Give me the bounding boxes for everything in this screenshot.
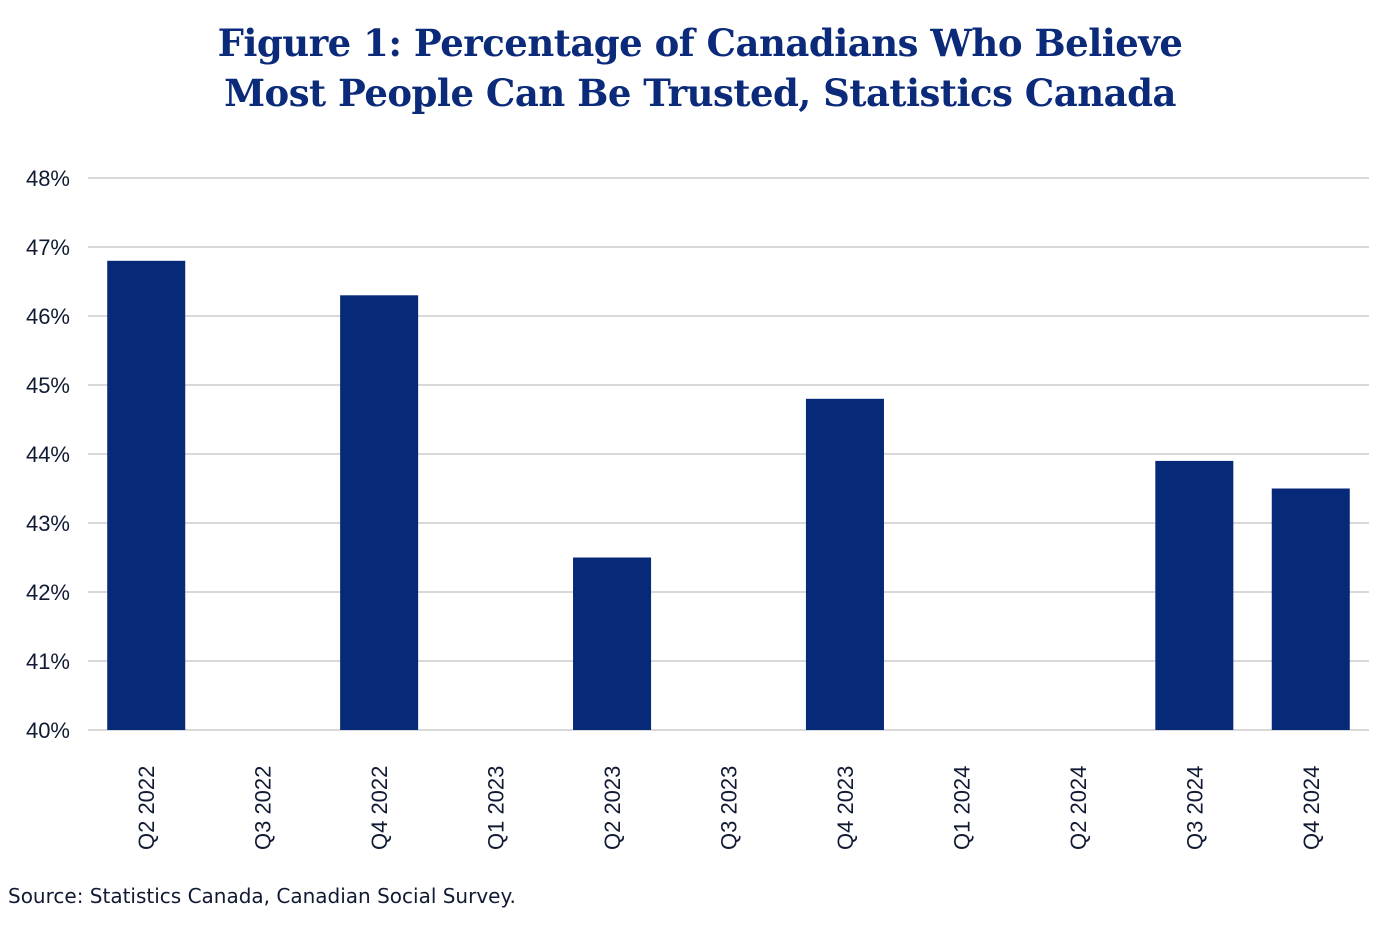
y-tick-label: 46%	[26, 304, 70, 329]
y-tick-label: 48%	[26, 166, 70, 191]
x-tick-label: Q1 2023	[484, 766, 509, 850]
x-tick-label: Q2 2024	[1066, 766, 1091, 850]
y-tick-label: 42%	[26, 580, 70, 605]
bar	[1271, 488, 1350, 730]
y-tick-label: 43%	[26, 511, 70, 536]
x-tick-label: Q4 2023	[833, 766, 858, 850]
x-tick-label: Q1 2024	[949, 766, 974, 850]
y-axis-tick-labels: 40% 41% 42% 43% 44% 45% 46% 47% 48%	[26, 166, 70, 743]
x-tick-label: Q2 2023	[600, 766, 625, 850]
x-tick-label: Q3 2024	[1182, 766, 1207, 850]
y-tick-label: 45%	[26, 373, 70, 398]
bar	[1155, 460, 1234, 730]
y-tick-label: 47%	[26, 235, 70, 260]
chart-title-line-1: Figure 1: Percentage of Canadians Who Be…	[217, 21, 1183, 65]
source-note: Source: Statistics Canada, Canadian Soci…	[8, 884, 516, 908]
bar	[340, 295, 419, 730]
bar	[573, 557, 652, 730]
x-tick-label: Q4 2024	[1299, 766, 1324, 850]
x-tick-label: Q4 2022	[367, 766, 392, 850]
x-tick-label: Q3 2022	[251, 766, 276, 850]
bars	[107, 260, 1350, 730]
y-tick-label: 41%	[26, 649, 70, 674]
chart-title-line-2: Most People Can Be Trusted, Statistics C…	[224, 71, 1176, 115]
bar	[805, 398, 884, 730]
x-tick-label: Q2 2022	[134, 766, 159, 850]
bar	[107, 260, 186, 730]
x-axis-tick-labels: Q2 2022 Q3 2022 Q4 2022 Q1 2023 Q2 2023 Q3 20…	[134, 766, 1324, 850]
x-tick-label: Q3 2023	[717, 766, 742, 850]
y-tick-label: 44%	[26, 442, 70, 467]
chart-title: Figure 1: Percentage of Canadians Who Be…	[0, 18, 1400, 118]
y-tick-label: 40%	[26, 718, 70, 743]
